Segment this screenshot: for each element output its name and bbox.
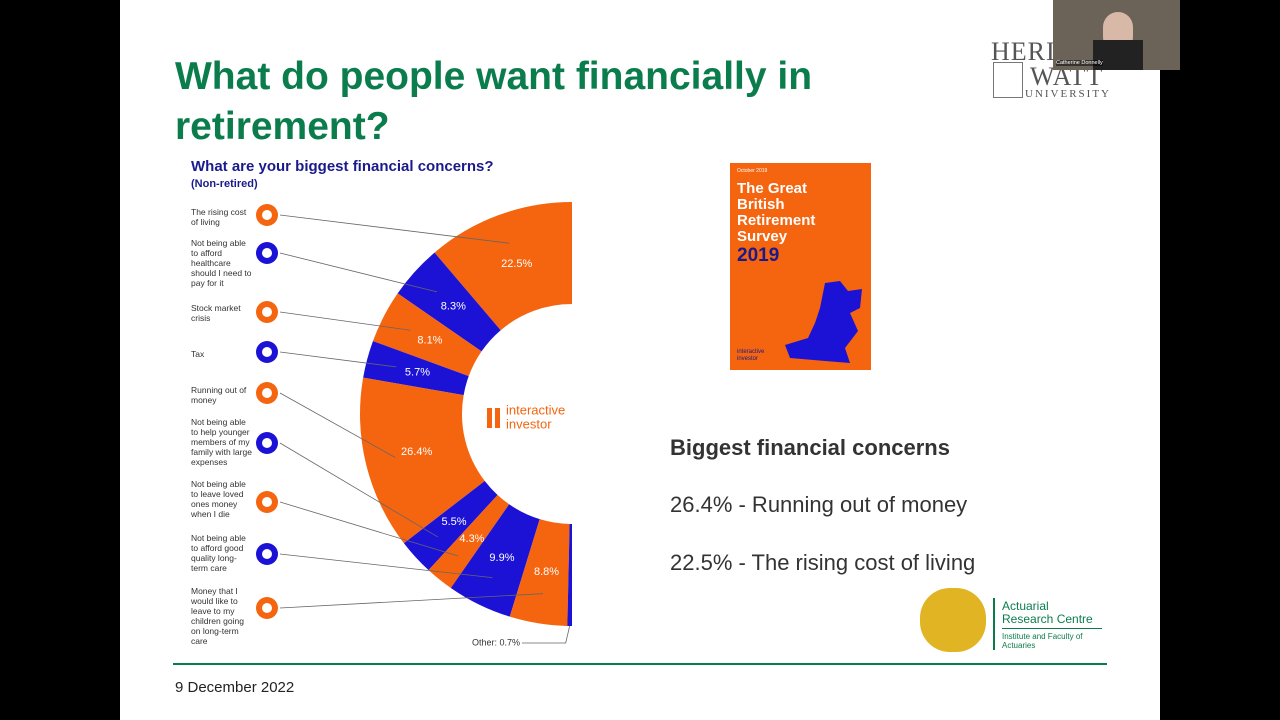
donut-segment (403, 481, 498, 571)
survey-cover: October 2019 The Great British Retiremen… (730, 163, 871, 370)
category-label: Not being able to leave loved ones money… (191, 479, 246, 519)
leader-line (279, 593, 544, 609)
brand-icon (495, 408, 500, 428)
segment-label: 9.9% (489, 552, 514, 564)
date: 9 December 2022 (175, 679, 295, 696)
donut-segment (397, 252, 501, 352)
category-icon-inner (262, 347, 272, 357)
segment-label: 8.8% (534, 566, 559, 578)
donut-segment (450, 504, 540, 617)
category-icon-inner (262, 388, 272, 398)
category-icon-inner (262, 307, 272, 317)
uni-crest (993, 62, 1023, 98)
slide (120, 0, 1160, 720)
donut-segment (434, 202, 572, 331)
category-icon-inner (262, 497, 272, 507)
chart-title: What are your biggest financial concerns… (191, 158, 494, 175)
donut-segment (567, 523, 572, 626)
uni-line3: UNIVERSITY (1025, 88, 1111, 100)
cover-title: The Great British Retirement Survey (737, 180, 816, 245)
donut-segment (363, 341, 469, 396)
cover-year: 2019 (737, 245, 780, 266)
segment-label: 22.5% (501, 258, 532, 270)
segment-label: 8.3% (441, 301, 466, 313)
category-icon-inner (262, 603, 272, 613)
category-label: Stock market crisis (191, 303, 241, 323)
leader-line (279, 351, 397, 368)
footer-rule (173, 663, 1107, 665)
category-label: The rising cost of living (191, 207, 247, 227)
segment-label: 8.1% (417, 334, 442, 346)
donut-segment (372, 293, 482, 377)
donut-segment (360, 377, 485, 544)
category-label: Not being able to afford healthcare shou… (191, 238, 252, 288)
summary-heading: Biggest financial concerns (670, 435, 950, 460)
category-label: Not being able to help younger members o… (191, 417, 252, 467)
leader-line (279, 442, 438, 538)
summary-item: 26.4% - Running out of money (670, 492, 968, 517)
chart-subtitle: (Non-retired) (191, 178, 258, 190)
cover-brand: interactive investor (737, 349, 765, 362)
center-label: investor (506, 416, 552, 431)
arc-sub: Institute and Faculty of Actuaries (1002, 632, 1083, 650)
category-label: Not being able to afford good quality lo… (191, 533, 246, 573)
category-label: Running out of money (191, 385, 247, 405)
leader-line (279, 311, 411, 331)
category-label: Tax (191, 349, 205, 359)
leader-line (279, 392, 396, 458)
category-icon-inner (262, 549, 272, 559)
segment-label: 5.5% (441, 516, 466, 528)
donut-segment (428, 495, 510, 588)
brand-icon (487, 408, 492, 428)
category-icon-inner (262, 438, 272, 448)
segment-label: 4.3% (459, 533, 484, 545)
slide-title: What do people want financially in retir… (175, 55, 813, 148)
leader-line (279, 553, 493, 579)
webcam: Catherine Donnelly (1053, 0, 1180, 70)
leader-line (279, 252, 438, 293)
center-label: interactive (506, 402, 565, 417)
segment-label: 26.4% (401, 446, 432, 458)
leader-line (279, 501, 459, 557)
category-icon-inner (262, 248, 272, 258)
other-label: Other: 0.7% (472, 637, 520, 647)
arc-crest (920, 588, 986, 652)
summary-item: 22.5% - The rising cost of living (670, 550, 976, 575)
category-label: Money that I would like to leave to my c… (191, 586, 244, 646)
map-art (785, 281, 862, 363)
leader-line (522, 625, 571, 644)
divider (993, 598, 995, 650)
webcam-name: Catherine Donnelly (1056, 60, 1103, 66)
leader-line (279, 214, 510, 244)
donut-segment (509, 519, 570, 626)
cover-date: October 2019 (737, 168, 768, 174)
arc-name: Actuarial Research Centre (1002, 600, 1102, 629)
segment-label: 5.7% (405, 366, 430, 378)
category-icon-inner (262, 210, 272, 220)
